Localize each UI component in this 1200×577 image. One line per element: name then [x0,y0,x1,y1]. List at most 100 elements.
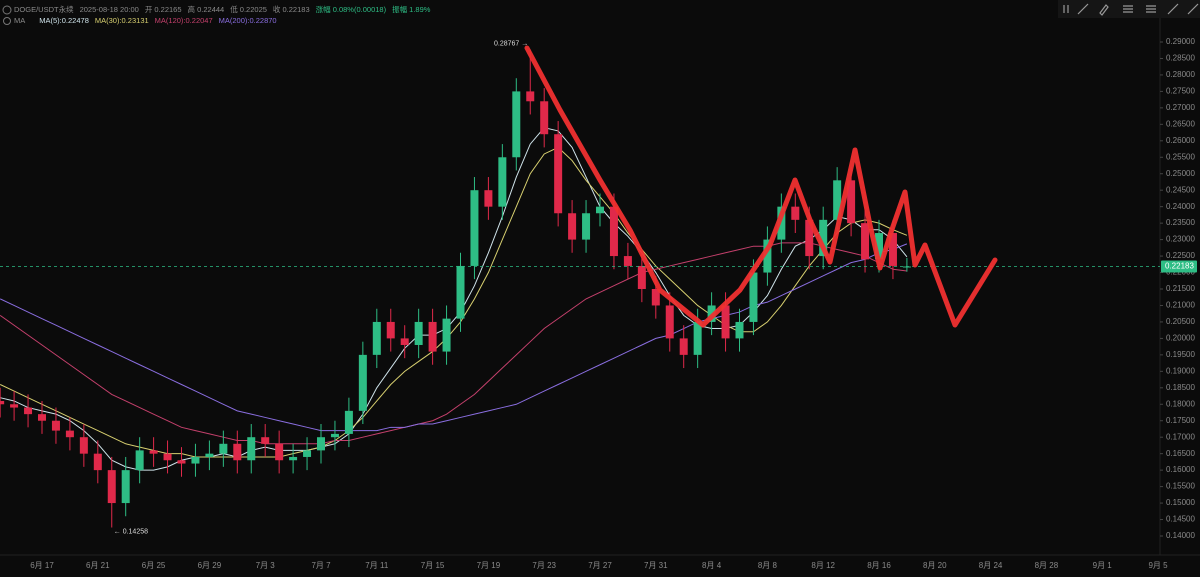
y-tick-label: 0.24500 [1166,185,1195,194]
candle-body [303,450,312,457]
candle-body [93,453,102,471]
candle-body [847,180,856,224]
candle-body [372,321,381,355]
x-tick-label: 6月 29 [198,561,222,570]
candle-body [344,410,353,434]
header-item: 收 0.22183 [273,4,310,14]
y-tick-label: 0.26500 [1166,119,1195,128]
header: DOGE/USDT永续 2025-08-18 20:00 开 0.22165 高 0.… [2,4,431,15]
x-tick-label: 7月 7 [311,561,331,570]
x-tick-label: 7月 3 [256,561,276,570]
x-tick-label: 7月 27 [588,561,612,570]
y-tick-label: 0.21000 [1166,301,1195,310]
legend-entry: MA(200):0.22870 [219,16,277,25]
legend-entry: MA(30):0.23131 [95,16,149,25]
y-tick-label: 0.23500 [1166,218,1195,227]
candle-body [0,400,5,405]
candle-body [470,190,479,266]
tool-handle[interactable] [1063,5,1069,13]
candle-body [721,305,730,339]
y-tick-label: 0.22500 [1166,251,1195,260]
candle-body [651,289,660,306]
y-tick-label: 0.18500 [1166,383,1195,392]
tool-extend[interactable] [1187,3,1199,15]
candle-body [177,460,186,464]
y-tick-label: 0.14500 [1166,515,1195,524]
x-tick-label: 8月 16 [867,561,891,570]
x-tick-label: 8月 4 [702,561,722,570]
tool-list[interactable] [1123,5,1133,13]
ma-line [0,242,907,445]
candle-body [330,433,339,438]
candle-body [51,420,60,431]
candle-body [623,256,632,266]
x-tick-label: 8月 20 [923,561,947,570]
candle-body [121,470,130,504]
y-tick-label: 0.17500 [1166,416,1195,425]
candle-body [554,134,563,214]
candle-body [679,338,688,355]
candle-body [65,430,74,438]
candle-body [498,157,507,207]
candle-body [805,219,814,257]
x-tick-label: 7月 31 [644,561,668,570]
toolbar [1058,0,1200,18]
y-tick-label: 0.28500 [1166,54,1195,63]
header-item: 涨幅 0.08%(0.00018) [316,4,387,14]
tool-settings[interactable] [1146,5,1156,13]
candle-body [233,443,242,461]
candle-body [763,239,772,273]
last-price-box [1161,260,1197,273]
candle-body [665,305,674,339]
candle-body [38,414,46,421]
candle-body [888,233,897,266]
x-tick-label: 9月 5 [1148,561,1168,570]
tool-line[interactable] [1077,3,1089,15]
header-item: 高 0.22444 [188,4,225,14]
candle-body [24,407,33,415]
candle-body [735,321,744,339]
legend-entry: MA(5):0.22478 [39,16,89,25]
tool-pen[interactable] [1099,4,1109,16]
y-tick-label: 0.17000 [1166,432,1195,441]
candle-body [833,180,842,220]
candle-body [205,453,214,457]
symbol-icon [2,5,12,15]
header-item: 振幅 1.89% [392,4,431,14]
y-tick-label: 0.27500 [1166,87,1195,96]
candle-body [693,321,702,355]
header-item: DOGE/USDT永续 [14,4,74,14]
y-tick-label: 0.19000 [1166,366,1195,375]
legend-entry: MA(120):0.22047 [155,16,213,25]
candle-body [819,219,828,257]
last-price-label: 0.22183 [1165,262,1194,271]
candle-body [512,91,521,158]
candle-body [79,437,88,454]
candle-body [526,91,535,102]
tool-ray[interactable] [1167,3,1179,15]
candle-body [261,437,270,444]
candle-body [358,354,367,411]
x-tick-label: 6月 21 [86,561,110,570]
header-item: 低 0.22025 [230,4,267,14]
candle-body [191,456,200,464]
candle-body [484,190,493,207]
candle-body [791,206,800,220]
legend: MA MA(5):0.22478 MA(30):0.23131 MA(120):0.2… [3,16,277,25]
x-tick-label: 8月 12 [811,561,835,570]
y-tick-label: 0.16000 [1166,465,1195,474]
candle-body [456,265,465,319]
candle-body [219,443,228,454]
x-tick-label: 6月 25 [142,561,166,570]
candle-body [875,233,883,260]
candle-body [609,206,618,257]
x-tick-label: 9月 1 [1093,561,1113,570]
x-tick-label: 7月 19 [477,561,501,570]
y-tick-label: 0.14000 [1166,531,1195,540]
header-item: 开 0.22165 [145,5,182,14]
candle-body [582,213,591,240]
y-tick-label: 0.15000 [1166,498,1195,507]
candle-body [163,453,172,461]
